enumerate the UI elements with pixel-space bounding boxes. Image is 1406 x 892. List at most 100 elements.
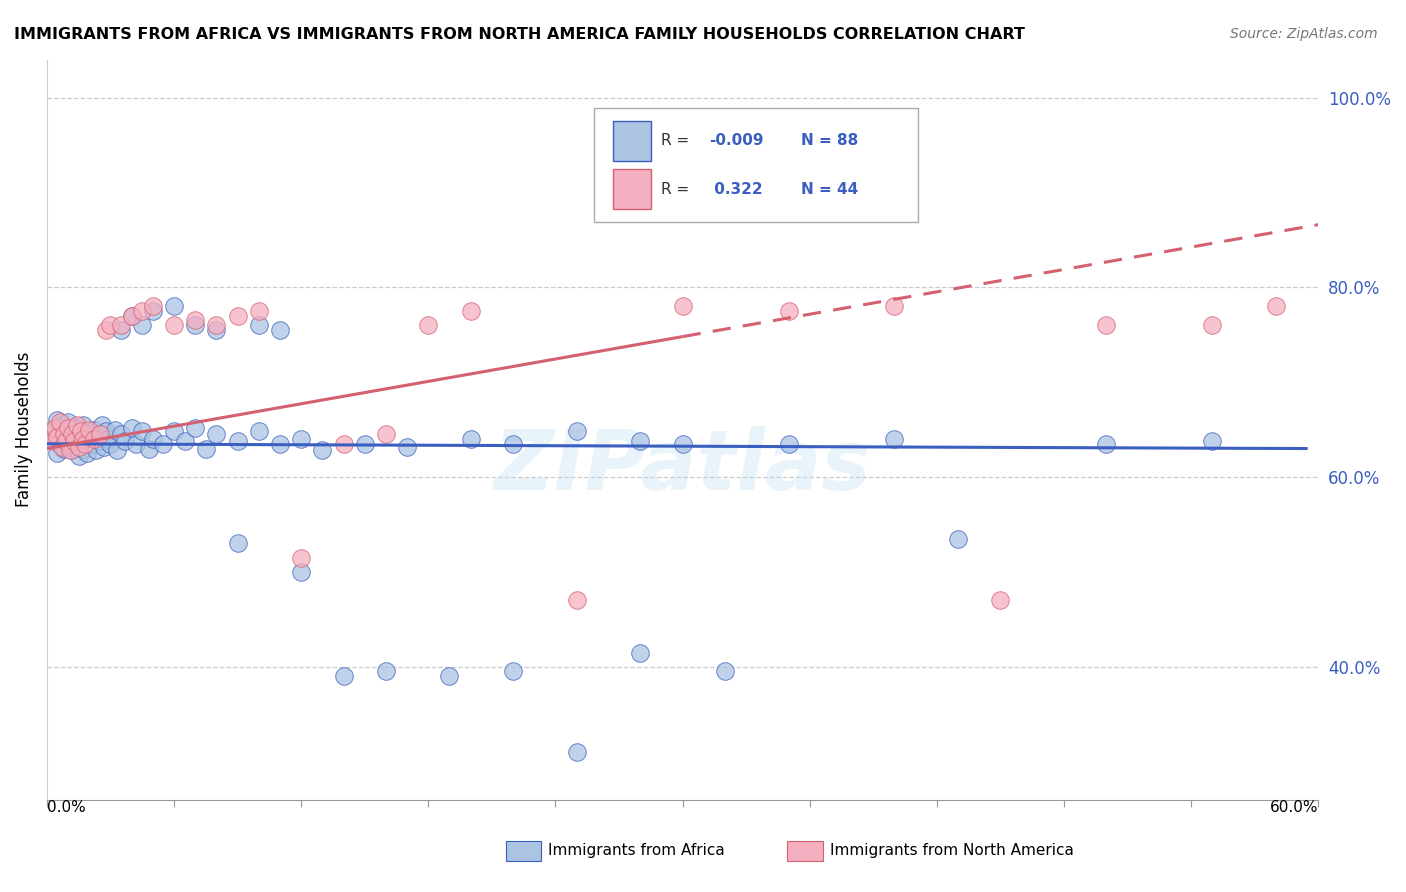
- Bar: [613, 120, 651, 161]
- Text: N = 44: N = 44: [801, 182, 858, 196]
- Point: [77, 423, 100, 437]
- Point: [65, 417, 87, 432]
- Point: [353, 437, 375, 451]
- Point: [55, 430, 77, 444]
- Point: [565, 593, 588, 607]
- Point: [131, 425, 153, 439]
- Point: [374, 665, 396, 679]
- Point: [269, 323, 291, 337]
- Point: [84, 443, 107, 458]
- Text: 60.0%: 60.0%: [1270, 799, 1319, 814]
- Point: [76, 446, 98, 460]
- Point: [67, 437, 90, 451]
- Point: [184, 318, 207, 333]
- Point: [100, 437, 122, 451]
- Point: [72, 432, 94, 446]
- Point: [73, 432, 96, 446]
- Point: [60, 427, 83, 442]
- Point: [311, 443, 333, 458]
- Point: [56, 434, 79, 448]
- Y-axis label: Family Households: Family Households: [15, 351, 32, 508]
- Point: [374, 427, 396, 442]
- Text: IMMIGRANTS FROM AFRICA VS IMMIGRANTS FROM NORTH AMERICA FAMILY HOUSEHOLDS CORREL: IMMIGRANTS FROM AFRICA VS IMMIGRANTS FRO…: [14, 27, 1025, 42]
- Point: [105, 443, 128, 458]
- Point: [460, 304, 482, 318]
- Point: [184, 420, 207, 434]
- Point: [125, 437, 148, 451]
- Point: [44, 420, 66, 434]
- Point: [65, 432, 87, 446]
- Point: [67, 449, 90, 463]
- Point: [91, 417, 114, 432]
- Point: [1095, 318, 1118, 333]
- Point: [163, 299, 186, 313]
- Point: [714, 665, 737, 679]
- Point: [56, 415, 79, 429]
- Point: [59, 440, 82, 454]
- Point: [671, 437, 693, 451]
- Point: [439, 669, 461, 683]
- Bar: [613, 169, 651, 210]
- Point: [671, 299, 693, 313]
- Point: [87, 430, 110, 444]
- Point: [121, 309, 143, 323]
- Point: [46, 413, 69, 427]
- Point: [55, 434, 77, 448]
- Point: [52, 442, 75, 456]
- Point: [42, 432, 65, 446]
- Point: [1201, 434, 1223, 448]
- Point: [110, 323, 132, 337]
- Point: [205, 427, 228, 442]
- Point: [628, 434, 651, 448]
- Point: [67, 440, 90, 454]
- Point: [290, 432, 312, 446]
- Point: [89, 434, 111, 448]
- Point: [247, 425, 270, 439]
- Point: [205, 318, 228, 333]
- Point: [565, 425, 588, 439]
- Point: [46, 446, 69, 460]
- Point: [173, 434, 195, 448]
- Point: [42, 434, 65, 448]
- Point: [247, 304, 270, 318]
- Text: Source: ZipAtlas.com: Source: ZipAtlas.com: [1230, 27, 1378, 41]
- Point: [290, 565, 312, 579]
- Point: [83, 432, 105, 446]
- Point: [778, 437, 800, 451]
- Point: [1264, 299, 1286, 313]
- Point: [121, 420, 143, 434]
- Point: [60, 427, 83, 442]
- Text: -0.009: -0.009: [709, 134, 763, 148]
- Point: [39, 427, 62, 442]
- Point: [100, 318, 122, 333]
- Point: [63, 434, 86, 448]
- Point: [946, 532, 969, 546]
- Point: [44, 423, 66, 437]
- Point: [121, 309, 143, 323]
- Point: [152, 437, 174, 451]
- Point: [226, 309, 249, 323]
- Point: [778, 304, 800, 318]
- Point: [110, 318, 132, 333]
- Point: [97, 432, 120, 446]
- Point: [163, 318, 186, 333]
- Text: 0.322: 0.322: [709, 182, 763, 196]
- Point: [69, 425, 91, 439]
- Point: [226, 434, 249, 448]
- Point: [51, 417, 73, 432]
- Point: [51, 440, 73, 454]
- Point: [565, 745, 588, 759]
- Point: [247, 318, 270, 333]
- Point: [39, 425, 62, 439]
- Text: R =: R =: [661, 134, 695, 148]
- Point: [131, 318, 153, 333]
- Point: [142, 432, 165, 446]
- Point: [52, 427, 75, 442]
- Point: [184, 313, 207, 327]
- Point: [163, 425, 186, 439]
- Point: [142, 299, 165, 313]
- Point: [104, 423, 127, 437]
- Point: [990, 593, 1012, 607]
- Point: [59, 443, 82, 458]
- Point: [628, 646, 651, 660]
